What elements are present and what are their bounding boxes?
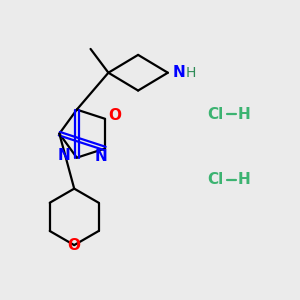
Text: O: O — [108, 108, 122, 123]
Text: O: O — [68, 238, 81, 253]
Text: H: H — [237, 107, 250, 122]
Text: Cl: Cl — [207, 172, 224, 187]
Text: N: N — [94, 149, 107, 164]
Text: N: N — [173, 65, 185, 80]
Text: H: H — [237, 172, 250, 187]
Text: H: H — [186, 66, 196, 80]
Text: N: N — [58, 148, 71, 163]
Text: Cl: Cl — [207, 107, 224, 122]
